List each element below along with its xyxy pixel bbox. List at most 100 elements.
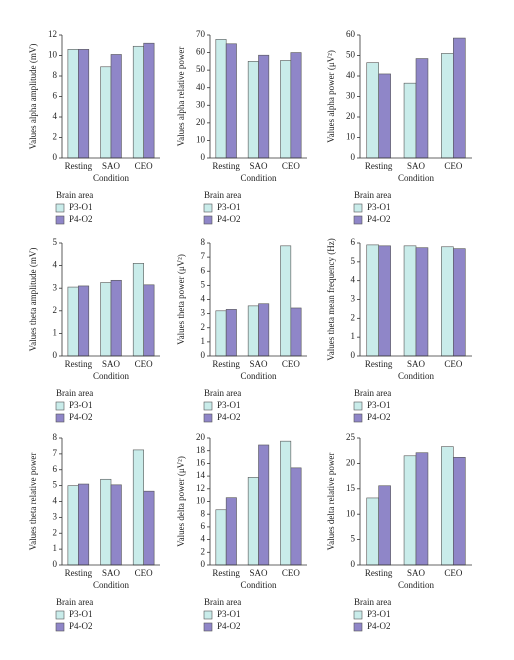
bar	[132, 263, 144, 357]
y-tick-label: 6	[53, 464, 58, 474]
y-tick-label: 6	[201, 265, 206, 275]
y-tick-label: 10	[346, 132, 356, 142]
bar	[290, 52, 302, 159]
bar	[225, 43, 237, 159]
y-tick-label: 30	[346, 91, 356, 101]
y-tick-label: 0	[53, 350, 58, 360]
y-tick-label: 0	[53, 559, 58, 569]
y-tick-label: 10	[346, 508, 356, 518]
bar	[78, 483, 90, 566]
legend-label: P3-O1	[217, 609, 241, 619]
bar	[110, 279, 122, 357]
legend-label: P3-O1	[69, 609, 93, 619]
bar	[247, 477, 259, 566]
y-tick-label: 0	[53, 152, 58, 162]
legend-swatch	[353, 610, 363, 620]
x-tick-label: CEO	[282, 359, 301, 369]
y-tick-label: 3	[201, 308, 206, 318]
y-tick-label: 8	[201, 237, 206, 247]
x-tick-label: Resting	[365, 359, 393, 369]
bar	[415, 452, 429, 566]
bar	[78, 49, 90, 159]
bar	[67, 485, 79, 566]
y-tick-label: 4	[201, 294, 206, 304]
legend-swatch	[353, 401, 363, 411]
legend-label: P3-O1	[217, 202, 241, 212]
bar	[280, 245, 292, 357]
x-axis-label: Condition	[398, 371, 435, 381]
y-tick-label: 50	[196, 64, 206, 74]
x-tick-label: SAO	[102, 568, 121, 578]
legend-label: P3-O1	[69, 400, 93, 410]
bar	[366, 497, 379, 566]
x-tick-label: CEO	[135, 568, 154, 578]
bar	[280, 60, 292, 159]
x-tick-label: SAO	[407, 161, 426, 171]
y-tick-label: 0	[201, 559, 206, 569]
y-tick-label: 1	[53, 327, 58, 337]
y-tick-label: 4	[351, 275, 356, 285]
y-tick-label: 7	[53, 448, 58, 458]
y-axis-label: Values delta power (μV²)	[176, 456, 186, 547]
legend-title: Brain area	[204, 190, 241, 200]
legend-label: P4-O2	[367, 412, 391, 422]
y-tick-label: 0	[201, 152, 206, 162]
legend-label: P3-O1	[367, 202, 391, 212]
y-tick-label: 5	[351, 256, 356, 266]
y-tick-label: 6	[351, 237, 356, 247]
bar	[100, 282, 112, 357]
bar	[258, 303, 270, 357]
x-tick-label: SAO	[249, 359, 268, 369]
y-tick-label: 14	[196, 470, 206, 480]
y-tick-label: 40	[346, 70, 356, 80]
y-axis-label: Values theta amplitude (mV)	[28, 248, 38, 352]
y-tick-label: 6	[201, 521, 206, 531]
y-tick-label: 3	[53, 511, 58, 521]
legend-label: P3-O1	[217, 400, 241, 410]
x-tick-label: CEO	[282, 568, 301, 578]
y-tick-label: 2	[201, 322, 206, 332]
legend-swatch	[353, 203, 363, 213]
y-tick-label: 1	[201, 336, 206, 346]
bar	[225, 497, 237, 566]
legend-swatch	[203, 622, 213, 632]
y-tick-label: 50	[346, 50, 356, 60]
y-tick-label: 16	[196, 457, 206, 467]
legend-label: P4-O2	[367, 214, 391, 224]
x-tick-label: Resting	[65, 359, 93, 369]
x-tick-label: Resting	[65, 568, 93, 578]
bar	[441, 246, 454, 357]
legend-title: Brain area	[56, 190, 93, 200]
y-axis-label: Values alpha relative power	[176, 47, 186, 147]
legend-title: Brain area	[354, 388, 391, 398]
y-tick-label: 6	[53, 91, 58, 101]
y-tick-label: 4	[201, 534, 206, 544]
bar	[441, 53, 454, 159]
y-tick-label: 10	[196, 134, 206, 144]
y-tick-label: 7	[201, 251, 206, 261]
legend-label: P4-O2	[217, 412, 241, 422]
y-tick-label: 0	[201, 350, 206, 360]
y-tick-label: 8	[53, 70, 58, 80]
legend-swatch	[353, 622, 363, 632]
y-tick-label: 60	[346, 29, 356, 39]
y-axis-label: Values theta mean frequency (Hz)	[326, 238, 336, 360]
y-tick-label: 20	[196, 117, 206, 127]
bar	[110, 484, 122, 566]
bar	[67, 286, 79, 357]
legend-label: P3-O1	[367, 609, 391, 619]
bar	[280, 440, 292, 566]
bar	[225, 309, 237, 357]
bar	[403, 245, 417, 357]
legend-label: P4-O2	[69, 412, 93, 422]
x-tick-label: SAO	[102, 161, 121, 171]
legend-title: Brain area	[354, 597, 391, 607]
bar	[290, 467, 302, 566]
bar	[215, 310, 227, 357]
bar	[453, 457, 466, 566]
x-tick-label: SAO	[249, 568, 268, 578]
bar	[441, 446, 454, 566]
x-axis-label: Condition	[240, 580, 277, 590]
legend-label: P3-O1	[69, 202, 93, 212]
y-tick-label: 2	[53, 132, 58, 142]
